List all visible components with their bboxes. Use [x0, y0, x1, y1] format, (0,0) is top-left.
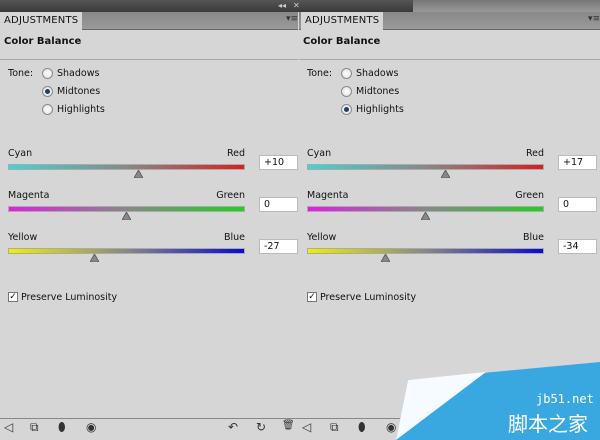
slider-value-input[interactable]: -34: [558, 239, 597, 254]
slider-value-input[interactable]: +10: [259, 155, 298, 170]
trash-icon[interactable]: 🗑: [282, 420, 295, 431]
panel-menu-icon[interactable]: ▾≡: [286, 14, 299, 24]
back-arrow-icon[interactable]: ◁: [302, 420, 312, 434]
tone-label-midtones: Midtones: [57, 86, 101, 97]
view-previous-state-icon[interactable]: ↶: [228, 420, 239, 434]
adjustment-title: Color Balance: [4, 36, 82, 47]
slider-left-label: Yellow: [307, 232, 337, 243]
preserve-luminosity-checkbox[interactable]: ✓: [307, 292, 317, 302]
title-divider: [299, 59, 600, 60]
adjustment-title: Color Balance: [303, 36, 381, 47]
tab-adjustments[interactable]: ADJUSTMENTS: [0, 12, 82, 30]
slider-right-label: Blue: [223, 232, 245, 243]
clip-to-layer-icon[interactable]: ⧉: [30, 420, 39, 434]
panel-top-bar-right: [413, 0, 600, 12]
tone-radio-shadows[interactable]: [341, 68, 352, 79]
slider-thumb[interactable]: [122, 212, 131, 220]
slider-value-input[interactable]: +17: [558, 155, 597, 170]
tone-label-shadows: Shadows: [57, 68, 100, 79]
color-slider-track[interactable]: [8, 248, 245, 254]
tone-label-highlights: Highlights: [57, 104, 105, 115]
slider-left-label: Cyan: [8, 148, 33, 159]
bottom-divider: [0, 418, 600, 419]
reset-icon[interactable]: ↻: [256, 420, 267, 434]
slider-left-label: Magenta: [8, 190, 50, 201]
visibility-eye-icon[interactable]: ◉: [86, 420, 97, 434]
preserve-luminosity-label: Preserve Luminosity: [21, 292, 118, 303]
slider-thumb[interactable]: [441, 170, 451, 178]
watermark-logo: [396, 362, 600, 440]
close-icon[interactable]: ✕: [293, 1, 300, 10]
title-divider: [0, 59, 298, 60]
slider-thumb[interactable]: [133, 170, 143, 178]
slider-value-input[interactable]: -27: [259, 239, 298, 254]
tone-radio-highlights[interactable]: [42, 104, 53, 115]
slider-left-label: Cyan: [307, 148, 332, 159]
preserve-luminosity-label: Preserve Luminosity: [320, 292, 417, 303]
slider-value-input[interactable]: 0: [558, 197, 597, 212]
collapse-icon[interactable]: ◂◂: [278, 1, 287, 10]
slider-value-input[interactable]: 0: [259, 197, 298, 212]
slider-left-label: Magenta: [307, 190, 349, 201]
tone-radio-midtones[interactable]: [42, 86, 53, 97]
slider-left-label: Yellow: [8, 232, 38, 243]
visibility-eye-icon[interactable]: ◉: [386, 420, 397, 434]
tone-label-midtones: Midtones: [356, 86, 400, 97]
tab-adjustments[interactable]: ADJUSTMENTS: [301, 12, 383, 30]
panel-menu-icon[interactable]: ▾≡: [588, 14, 600, 24]
color-slider-track[interactable]: [307, 164, 544, 170]
slider-thumb[interactable]: [421, 212, 430, 220]
tone-label-highlights: Highlights: [356, 104, 404, 115]
tone-radio-midtones[interactable]: [341, 86, 352, 97]
color-slider-track[interactable]: [307, 248, 544, 254]
slider-right-label: Red: [226, 148, 245, 159]
tone-label: Tone:: [307, 68, 333, 79]
watermark-name: 脚本之家: [508, 412, 588, 436]
slider-thumb[interactable]: [380, 254, 390, 262]
preserve-luminosity-checkbox[interactable]: ✓: [8, 292, 18, 302]
tone-radio-highlights[interactable]: [341, 104, 352, 115]
tone-label-shadows: Shadows: [356, 68, 399, 79]
clip-to-layer-icon[interactable]: ⧉: [330, 420, 339, 434]
slider-thumb[interactable]: [90, 254, 99, 262]
mask-icon[interactable]: ⬮: [358, 420, 366, 434]
tone-label: Tone:: [8, 68, 34, 79]
tone-radio-shadows[interactable]: [42, 68, 53, 79]
back-arrow-icon[interactable]: ◁: [4, 420, 14, 434]
color-slider-track[interactable]: [8, 164, 245, 170]
slider-right-label: Blue: [522, 232, 544, 243]
slider-right-label: Green: [515, 190, 544, 201]
mask-icon[interactable]: ⬮: [58, 420, 66, 434]
watermark-site: jb51.net: [536, 392, 594, 406]
slider-right-label: Green: [216, 190, 245, 201]
slider-right-label: Red: [525, 148, 544, 159]
